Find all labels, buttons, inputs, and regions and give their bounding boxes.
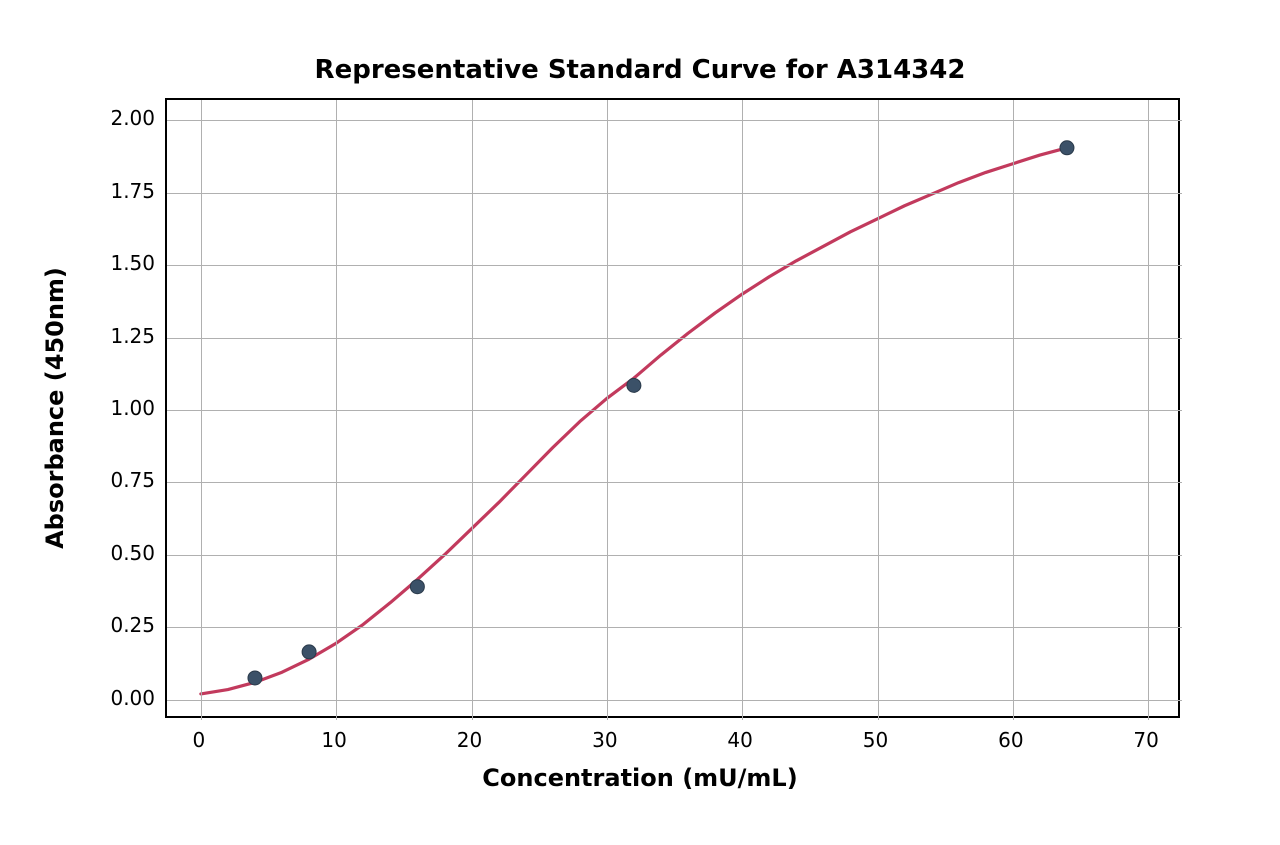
x-tick-label: 40 bbox=[727, 728, 752, 752]
x-tick-label: 60 bbox=[998, 728, 1023, 752]
grid-line-h bbox=[167, 193, 1182, 194]
y-tick-label: 1.50 bbox=[105, 251, 155, 275]
grid-line-h bbox=[167, 338, 1182, 339]
chart-title: Representative Standard Curve for A31434… bbox=[0, 55, 1280, 85]
y-tick-label: 0.00 bbox=[105, 686, 155, 710]
x-tick-label: 50 bbox=[863, 728, 888, 752]
data-point bbox=[302, 645, 316, 659]
x-tick-label: 20 bbox=[457, 728, 482, 752]
grid-line-h bbox=[167, 627, 1182, 628]
y-tick-label: 0.25 bbox=[105, 613, 155, 637]
data-point bbox=[1060, 141, 1074, 155]
y-tick-label: 0.75 bbox=[105, 468, 155, 492]
grid-line-h bbox=[167, 555, 1182, 556]
grid-line-h bbox=[167, 120, 1182, 121]
y-tick-label: 1.00 bbox=[105, 396, 155, 420]
x-tick-label: 30 bbox=[592, 728, 617, 752]
standard-curve-chart: Representative Standard Curve for A31434… bbox=[0, 0, 1280, 845]
grid-line-h bbox=[167, 410, 1182, 411]
y-tick-label: 1.25 bbox=[105, 324, 155, 348]
x-tick-label: 0 bbox=[192, 728, 205, 752]
grid-line-h bbox=[167, 700, 1182, 701]
plot-area bbox=[165, 98, 1180, 718]
x-tick-label: 70 bbox=[1133, 728, 1158, 752]
x-axis-label: Concentration (mU/mL) bbox=[0, 764, 1280, 792]
data-point bbox=[410, 580, 424, 594]
grid-line-h bbox=[167, 265, 1182, 266]
y-tick-label: 2.00 bbox=[105, 106, 155, 130]
y-axis-label: Absorbance (450nm) bbox=[41, 267, 69, 549]
fitted-curve bbox=[201, 148, 1067, 694]
x-tick-label: 10 bbox=[321, 728, 346, 752]
y-tick-label: 0.50 bbox=[105, 541, 155, 565]
y-tick-label: 1.75 bbox=[105, 179, 155, 203]
data-point bbox=[248, 671, 262, 685]
grid-line-h bbox=[167, 482, 1182, 483]
data-point bbox=[627, 378, 641, 392]
